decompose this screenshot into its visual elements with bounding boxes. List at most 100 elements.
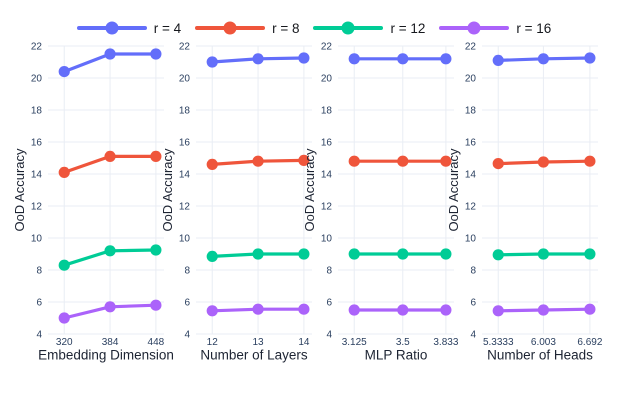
- data-point[interactable]: [58, 259, 70, 271]
- data-point[interactable]: [150, 244, 162, 256]
- legend-line-swatch: [195, 21, 266, 35]
- data-point[interactable]: [440, 155, 452, 167]
- series-r=12: [348, 248, 452, 260]
- data-point[interactable]: [440, 304, 452, 316]
- grid: [48, 45, 164, 335]
- data-point[interactable]: [584, 248, 596, 260]
- data-point[interactable]: [348, 53, 360, 65]
- legend-item-r=12[interactable]: r = 12: [313, 21, 425, 36]
- data-point[interactable]: [537, 156, 550, 168]
- legend-label: r = 8: [272, 20, 300, 36]
- svg-text:10: 10: [465, 234, 477, 245]
- data-point[interactable]: [104, 150, 116, 162]
- svg-text:8: 8: [470, 266, 476, 277]
- svg-text:8: 8: [326, 266, 332, 277]
- svg-text:320: 320: [56, 337, 73, 348]
- data-point[interactable]: [397, 304, 409, 316]
- data-point[interactable]: [206, 305, 218, 317]
- x-axis-ticks: 320 384 448: [56, 337, 165, 348]
- svg-text:10: 10: [321, 234, 333, 245]
- data-point[interactable]: [492, 158, 504, 170]
- svg-text:16: 16: [465, 138, 477, 149]
- data-point[interactable]: [252, 53, 264, 65]
- data-point[interactable]: [298, 52, 310, 64]
- svg-text:12: 12: [207, 337, 219, 348]
- data-point[interactable]: [584, 303, 596, 315]
- series-r=8: [206, 154, 310, 170]
- legend-line-swatch: [439, 21, 510, 35]
- svg-text:12: 12: [179, 202, 191, 213]
- svg-text:4: 4: [326, 330, 332, 341]
- x-axis-title: Embedding Dimension: [38, 348, 174, 363]
- data-point[interactable]: [397, 155, 409, 167]
- data-point[interactable]: [348, 155, 360, 167]
- svg-text:384: 384: [102, 337, 119, 348]
- svg-text:18: 18: [321, 106, 333, 117]
- data-point[interactable]: [150, 48, 162, 60]
- legend-item-r=4[interactable]: r = 4: [76, 21, 181, 36]
- data-point[interactable]: [298, 154, 310, 166]
- svg-text:6: 6: [184, 298, 190, 309]
- svg-text:12: 12: [321, 202, 333, 213]
- legend-marker-icon: [223, 21, 237, 35]
- svg-text:12: 12: [465, 202, 477, 213]
- data-point[interactable]: [104, 301, 116, 313]
- subplot-mlp-ratio: 4 6 8 10 12 14 16 18 20 22 3.125 3.5 3.833 MLP Ratio O…: [302, 42, 459, 363]
- data-point[interactable]: [348, 304, 360, 316]
- data-point[interactable]: [348, 248, 360, 260]
- legend-item-r=16[interactable]: r = 16: [439, 21, 551, 36]
- data-point[interactable]: [104, 245, 116, 257]
- svg-text:22: 22: [179, 42, 191, 53]
- svg-text:6.692: 6.692: [577, 337, 602, 348]
- data-point[interactable]: [206, 158, 218, 170]
- data-point[interactable]: [397, 53, 409, 65]
- y-axis-ticks: 4 6 8 10 12 14 16 18 20 22: [179, 42, 191, 341]
- data-point[interactable]: [537, 248, 550, 260]
- data-point[interactable]: [58, 312, 70, 324]
- data-point[interactable]: [104, 48, 116, 60]
- data-point[interactable]: [150, 150, 162, 162]
- series-r=12: [492, 248, 596, 261]
- svg-text:12: 12: [31, 202, 43, 213]
- data-point[interactable]: [150, 299, 162, 311]
- series-r=16: [206, 303, 310, 317]
- legend-item-r=8[interactable]: r = 8: [195, 21, 299, 36]
- x-axis-ticks: 5.3333 6.003 6.692: [483, 337, 603, 348]
- series-r=12: [206, 248, 310, 262]
- data-point[interactable]: [492, 305, 504, 317]
- x-axis-title: Number of Heads: [487, 348, 593, 363]
- data-point[interactable]: [252, 248, 264, 260]
- data-point[interactable]: [492, 54, 504, 66]
- data-point[interactable]: [440, 248, 452, 260]
- data-point[interactable]: [492, 249, 504, 261]
- series-r=8: [348, 155, 452, 167]
- svg-text:4: 4: [36, 330, 42, 341]
- data-point[interactable]: [584, 52, 596, 64]
- svg-text:22: 22: [465, 42, 477, 53]
- data-point[interactable]: [537, 53, 550, 65]
- svg-text:3.5: 3.5: [396, 337, 410, 348]
- data-point[interactable]: [206, 56, 218, 68]
- svg-text:22: 22: [321, 42, 333, 53]
- data-point[interactable]: [397, 248, 409, 260]
- data-point[interactable]: [298, 303, 310, 315]
- y-axis-ticks: 4 6 8 10 12 14 16 18 20 22: [465, 42, 477, 341]
- svg-text:18: 18: [31, 106, 43, 117]
- data-point[interactable]: [58, 66, 70, 78]
- data-point[interactable]: [58, 166, 70, 178]
- data-point[interactable]: [298, 248, 310, 260]
- series-r=16: [58, 299, 162, 324]
- data-point[interactable]: [537, 304, 550, 316]
- data-point[interactable]: [206, 250, 218, 262]
- data-point[interactable]: [440, 53, 452, 65]
- svg-text:6: 6: [326, 298, 332, 309]
- data-point[interactable]: [252, 155, 264, 167]
- svg-text:16: 16: [321, 138, 333, 149]
- svg-text:10: 10: [31, 234, 43, 245]
- svg-text:22: 22: [31, 42, 43, 53]
- series-r=4: [206, 52, 310, 68]
- data-point[interactable]: [584, 155, 596, 167]
- data-point[interactable]: [252, 303, 264, 315]
